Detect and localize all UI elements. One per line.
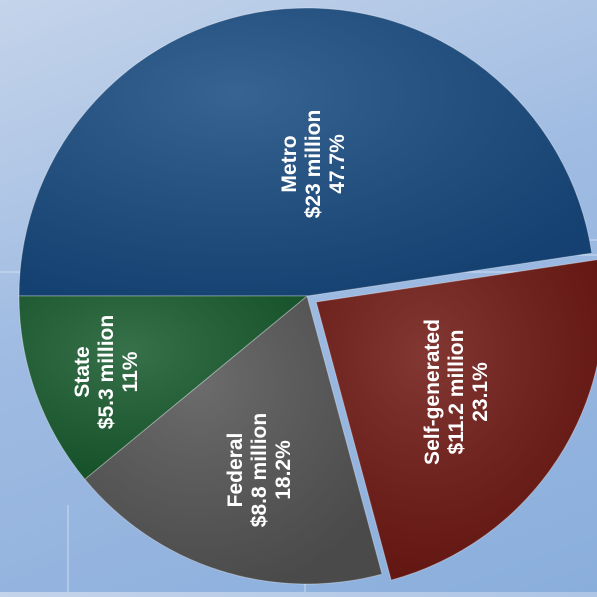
slice-category-label: Self-generated [421, 319, 444, 465]
slice-amount-label: $23 million [302, 110, 325, 219]
slice-label-metro: Metro$23 million47.7% [278, 110, 349, 219]
pie-slice-shading [18, 296, 307, 480]
slice-labels: Metro$23 million47.7% Self-generated$11.2… [71, 110, 492, 527]
slice-amount-label: $5.3 million [95, 315, 118, 429]
pie-slice-shading [84, 296, 382, 584]
slice-amount-label: $11.2 million [445, 330, 468, 455]
slice-label-state: State$5.3 million11% [71, 315, 142, 429]
pie-slices [18, 7, 597, 585]
slice-percent-label: 23.1% [469, 362, 492, 422]
slice-percent-label: 47.7% [326, 134, 349, 194]
slice-category-label: Metro [278, 135, 301, 192]
slice-percent-label: 18.2% [272, 440, 295, 500]
slice-label-self-generated: Self-generated$11.2 million23.1% [421, 319, 492, 465]
slice-label-federal: Federal$8.8 million18.2% [224, 413, 295, 527]
pie-slice-shading [18, 7, 592, 297]
slice-category-label: State [71, 346, 94, 397]
slice-percent-label: 11% [119, 351, 142, 392]
slice-category-label: Federal [224, 433, 247, 508]
pie-slice-shading [316, 259, 597, 581]
slice-amount-label: $8.8 million [248, 413, 271, 527]
